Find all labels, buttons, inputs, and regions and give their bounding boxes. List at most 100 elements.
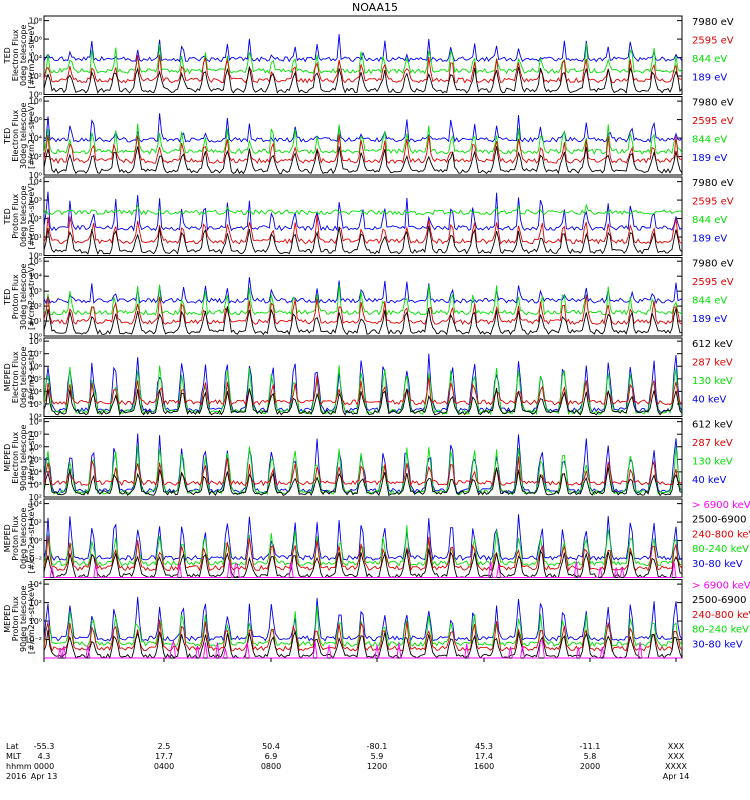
panel-4 bbox=[43, 257, 683, 337]
series-blue-trace bbox=[43, 191, 683, 232]
y-tick-label: 10⁴ bbox=[29, 580, 42, 589]
y-tick-label: 10² bbox=[29, 153, 42, 162]
series-black-trace bbox=[43, 467, 683, 497]
y-tick-label: 10¹ bbox=[29, 233, 42, 242]
y-tick-label: 10² bbox=[29, 302, 42, 311]
legend-entry: 189 eV bbox=[692, 73, 727, 84]
series-black-trace bbox=[43, 66, 683, 94]
panel-frame bbox=[43, 15, 683, 95]
y-axis-label: 90deg telescope bbox=[19, 424, 28, 491]
x-tick-hhmm: 0400 bbox=[154, 762, 174, 771]
y-axis-label: 30deg telescope bbox=[19, 102, 28, 169]
y-axis-label: Proton Flux bbox=[11, 274, 20, 319]
y-tick-label: 10⁵ bbox=[29, 375, 42, 384]
y-axis-label: Proton Flux bbox=[11, 516, 20, 561]
series-black-trace bbox=[43, 225, 683, 255]
y-tick-label: 10³ bbox=[29, 400, 42, 409]
x-tick-mlt: 5.9 bbox=[371, 752, 384, 761]
y-axis-label: TED bbox=[3, 289, 12, 306]
y-tick-label: 10⁴ bbox=[29, 54, 42, 63]
series-blue-trace bbox=[43, 514, 683, 562]
series-red-trace bbox=[43, 54, 683, 84]
series-green-trace bbox=[43, 123, 683, 155]
y-tick-label: 10² bbox=[29, 72, 42, 81]
y-tick-label: 10⁶ bbox=[29, 443, 42, 452]
y-tick-label: 10⁸ bbox=[29, 17, 42, 26]
legend-entry: 844 eV bbox=[692, 135, 727, 146]
series-black-trace bbox=[43, 146, 683, 175]
panel-frame bbox=[43, 96, 683, 176]
y-tick-label: 10⁷ bbox=[29, 430, 42, 439]
x-tick-hhmm: 2000 bbox=[580, 762, 600, 771]
series-red-trace bbox=[43, 134, 682, 165]
panel-frame bbox=[43, 257, 683, 337]
y-tick-label: 10⁷ bbox=[29, 350, 42, 359]
y-axis-label: MEPED bbox=[3, 524, 12, 552]
x-tick-lat: XXX bbox=[668, 742, 685, 751]
y-axis-label: [#/cm2-s-str] bbox=[27, 431, 36, 484]
y-tick-label: 10⁴ bbox=[29, 272, 42, 281]
series-red-trace bbox=[43, 375, 683, 406]
y-axis-label: [#/cm2-s-str-eV] bbox=[27, 103, 36, 169]
x-tick-lat: -55.3 bbox=[34, 742, 55, 751]
y-axis-label: MEPED bbox=[3, 444, 12, 472]
panel-3 bbox=[43, 176, 683, 256]
legend-entry: 189 eV bbox=[692, 234, 727, 245]
y-axis-label: 0deg telescope bbox=[19, 24, 28, 85]
series-green-trace bbox=[43, 43, 683, 75]
x-row-label: Lat bbox=[6, 742, 19, 751]
y-tick-label: 10⁴ bbox=[29, 178, 42, 187]
legend-entry: 240-800 keV bbox=[692, 529, 750, 540]
y-tick-label: 10³ bbox=[29, 287, 42, 296]
legend-entry: 7980 eV bbox=[692, 259, 734, 270]
y-tick-label: 10⁴ bbox=[29, 387, 42, 396]
y-tick-label: 10⁻² bbox=[24, 555, 42, 564]
series-green-trace bbox=[43, 203, 683, 216]
panel-frame bbox=[43, 418, 683, 498]
series-red-trace bbox=[43, 619, 683, 653]
x-tick-mlt: 5.8 bbox=[584, 752, 597, 761]
x-tick-hhmm: 1600 bbox=[474, 762, 494, 771]
legend-entry: 2500-6900 bbox=[692, 515, 747, 526]
series-red-trace bbox=[43, 456, 683, 487]
legend-entry: 80-240 keV bbox=[692, 625, 749, 636]
y-axis-label: MEPED bbox=[3, 605, 12, 633]
legend-entry: 2595 eV bbox=[692, 197, 734, 208]
y-tick-label-bottom: 10⁰ bbox=[29, 91, 42, 100]
series-black-trace bbox=[43, 629, 683, 660]
legend-entry: 2595 eV bbox=[692, 277, 734, 288]
x-tick-lat: -80.1 bbox=[367, 742, 388, 751]
y-axis-label: [#/cm2-s-str-eV] bbox=[27, 183, 36, 249]
y-tick-label: 10³ bbox=[29, 480, 42, 489]
x-tick-mlt: XXX bbox=[668, 752, 685, 761]
legend-entry: 240-800 keV bbox=[692, 610, 750, 621]
panel-6 bbox=[43, 418, 683, 498]
legend-entry: > 6900 keV bbox=[692, 500, 750, 511]
y-axis-label: Electron Flux bbox=[11, 29, 20, 81]
legend-entry: > 6900 keV bbox=[692, 581, 750, 592]
legend-entry: 7980 eV bbox=[692, 98, 734, 109]
x-row-label: hhmm bbox=[6, 762, 32, 771]
y-tick-label-bottom: 10² bbox=[29, 413, 42, 422]
y-tick-label: 10⁰ bbox=[29, 617, 42, 626]
y-axis-label: [#/cm2-s-str-keV] bbox=[27, 503, 36, 574]
y-axis-label: MEPED bbox=[3, 363, 12, 391]
y-tick-label-bottom: 10⁰ bbox=[29, 332, 42, 341]
series-blue-trace bbox=[43, 596, 683, 643]
legend-entry: 130 keV bbox=[692, 457, 733, 468]
series-blue-trace bbox=[43, 433, 683, 495]
y-tick-label: 10² bbox=[29, 518, 42, 527]
x-tick-mlt: 4.3 bbox=[38, 752, 51, 761]
y-tick-label-bottom: 10⁰ bbox=[29, 252, 42, 261]
series-blue-trace bbox=[43, 34, 683, 63]
legend-entry: 80-240 keV bbox=[692, 544, 749, 555]
x-tick-mlt: 17.4 bbox=[475, 752, 493, 761]
series-magenta-trace bbox=[44, 640, 682, 659]
x-tick-mlt: 6.9 bbox=[265, 752, 278, 761]
y-axis-label: [#/cm2-s-str-eV] bbox=[27, 264, 36, 330]
x-tick-date: Apr 13 bbox=[31, 772, 58, 781]
legend-entry: 30-80 keV bbox=[692, 559, 743, 570]
panel-2 bbox=[43, 96, 683, 176]
x-tick-lat: 50.4 bbox=[262, 742, 280, 751]
